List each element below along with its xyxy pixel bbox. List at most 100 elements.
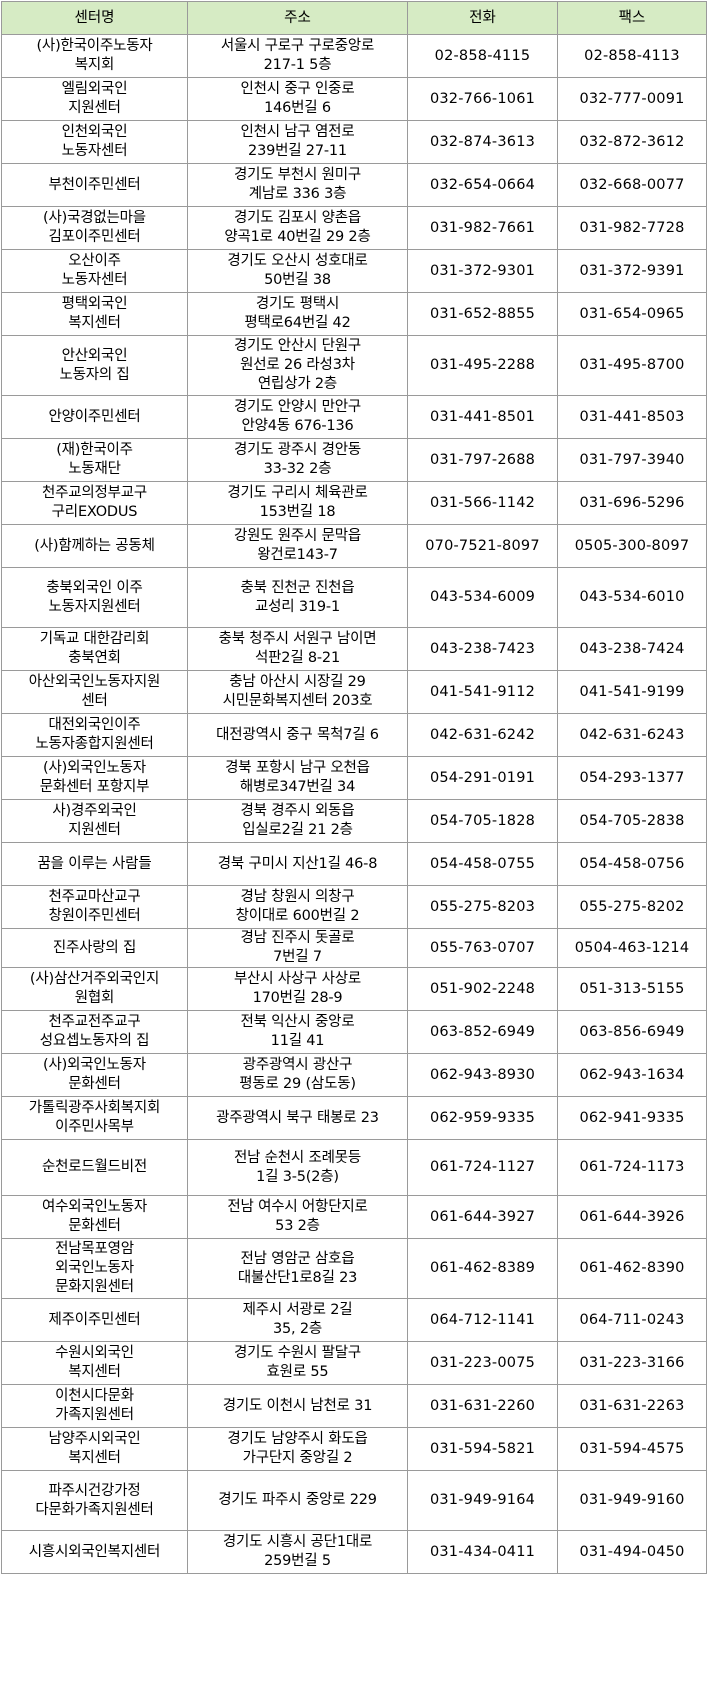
cell-fax: 062-941-9335 (557, 1096, 707, 1140)
cell-center-name: 제주이주민센터 (1, 1298, 188, 1342)
cell-address: 경북 구미시 지산1길 46-8 (187, 842, 408, 886)
cell-address: 경북 포항시 남구 오천읍 해병로347번길 34 (187, 756, 408, 800)
cell-phone: 032-874-3613 (407, 120, 558, 164)
table-row: 제주이주민센터 제주시 서광로 2길 35, 2층 064-712-1141 064-… (1, 1298, 707, 1342)
cell-phone: 032-766-1061 (407, 77, 558, 121)
cell-address: 경남 창원시 의창구 창이대로 600번길 2 (187, 885, 408, 929)
cell-fax: 051-313-5155 (557, 967, 707, 1011)
cell-fax: 031-949-9160 (557, 1470, 707, 1531)
cell-phone: 042-631-6242 (407, 713, 558, 757)
cell-fax: 062-943-1634 (557, 1053, 707, 1097)
table-row: 안양이주민센터 경기도 안양시 만안구 안양4동 676-136 031-441-8… (1, 395, 707, 439)
header-address: 주소 (187, 1, 408, 35)
cell-phone: 055-763-0707 (407, 928, 558, 968)
cell-address: 인천시 남구 염전로 239번길 27-11 (187, 120, 408, 164)
cell-address: 경북 경주시 외동읍 입실로2길 21 2층 (187, 799, 408, 843)
cell-center-name: 이천시다문화 가족지원센터 (1, 1384, 188, 1428)
cell-phone: 043-534-6009 (407, 567, 558, 628)
cell-center-name: 엘림외국인 지원센터 (1, 77, 188, 121)
cell-phone: 031-797-2688 (407, 438, 558, 482)
cell-center-name: 천주교전주교구 성요셉노동자의 집 (1, 1010, 188, 1054)
table-row: 오산이주 노동자센터 경기도 오산시 성호대로 50번길 38 031-372-93… (1, 249, 707, 293)
table-row: 평택외국인 복지센터 경기도 평택시 평택로64번길 42 031-652-8855… (1, 292, 707, 336)
cell-center-name: 대전외국인이주 노동자종합지원센터 (1, 713, 188, 757)
cell-center-name: (사)한국이주노동자 복지회 (1, 34, 188, 78)
table-row: 아산외국인노동자지원 센터 충남 아산시 시장길 29 시민문화복지센터 203호… (1, 670, 707, 714)
cell-fax: 031-494-0450 (557, 1530, 707, 1574)
cell-address: 경기도 오산시 성호대로 50번길 38 (187, 249, 408, 293)
cell-address: 경기도 수원시 팔달구 효원로 55 (187, 1341, 408, 1385)
cell-address: 충북 청주시 서원구 남이면 석판2길 8-21 (187, 627, 408, 671)
cell-center-name: 부천이주민센터 (1, 163, 188, 207)
cell-phone: 051-902-2248 (407, 967, 558, 1011)
cell-address: 부산시 사상구 사상로 170번길 28-9 (187, 967, 408, 1011)
cell-fax: 031-223-3166 (557, 1341, 707, 1385)
table-row: 진주사랑의 집 경남 진주시 돗골로 7번길 7 055-763-0707 0504-… (1, 928, 707, 968)
cell-fax: 031-654-0965 (557, 292, 707, 336)
cell-address: 경기도 구리시 체육관로 153번길 18 (187, 481, 408, 525)
cell-phone: 031-949-9164 (407, 1470, 558, 1531)
header-fax: 팩스 (557, 1, 707, 35)
cell-phone: 062-959-9335 (407, 1096, 558, 1140)
table-row: 순천로드월드비전 전남 순천시 조례못등 1길 3-5(2층) 061-724-11… (1, 1139, 707, 1196)
cell-phone: 055-275-8203 (407, 885, 558, 929)
cell-center-name: 안양이주민센터 (1, 395, 188, 439)
cell-fax: 0504-463-1214 (557, 928, 707, 968)
cell-address: 충북 진천군 진천읍 교성리 319-1 (187, 567, 408, 628)
header-phone: 전화 (407, 1, 558, 35)
table-row: 남양주시외국인 복지센터 경기도 남양주시 화도읍 가구단지 중앙길 2 031-5… (1, 1427, 707, 1471)
cell-fax: 031-372-9391 (557, 249, 707, 293)
cell-fax: 031-441-8503 (557, 395, 707, 439)
cell-center-name: 아산외국인노동자지원 센터 (1, 670, 188, 714)
cell-fax: 043-534-6010 (557, 567, 707, 628)
cell-phone: 043-238-7423 (407, 627, 558, 671)
cell-center-name: 파주시건강가정 다문화가족지원센터 (1, 1470, 188, 1531)
cell-phone: 031-372-9301 (407, 249, 558, 293)
cell-fax: 042-631-6243 (557, 713, 707, 757)
cell-fax: 041-541-9199 (557, 670, 707, 714)
table-body: (사)한국이주노동자 복지회 서울시 구로구 구로중앙로 217-1 5층 02-8… (1, 34, 707, 1574)
cell-address: 경기도 부천시 원미구 계남로 336 3층 (187, 163, 408, 207)
cell-fax: 054-458-0756 (557, 842, 707, 886)
table-row: 이천시다문화 가족지원센터 경기도 이천시 남천로 31 031-631-2260 0… (1, 1384, 707, 1428)
cell-phone: 031-441-8501 (407, 395, 558, 439)
cell-phone: 041-541-9112 (407, 670, 558, 714)
cell-fax: 043-238-7424 (557, 627, 707, 671)
cell-phone: 061-462-8389 (407, 1238, 558, 1299)
cell-center-name: (재)한국이주 노동재단 (1, 438, 188, 482)
table-row: 충북외국인 이주 노동자지원센터 충북 진천군 진천읍 교성리 319-1 043-… (1, 567, 707, 628)
cell-address: 경기도 광주시 경안동 33-32 2층 (187, 438, 408, 482)
cell-center-name: (사)삼산거주외국인지 원협회 (1, 967, 188, 1011)
cell-center-name: 수원시외국인 복지센터 (1, 1341, 188, 1385)
cell-phone: 063-852-6949 (407, 1010, 558, 1054)
cell-center-name: (사)국경없는마을 김포이주민센터 (1, 206, 188, 250)
cell-fax: 063-856-6949 (557, 1010, 707, 1054)
cell-fax: 02-858-4113 (557, 34, 707, 78)
table-row: 엘림외국인 지원센터 인천시 중구 인중로 146번길 6 032-766-1061… (1, 77, 707, 121)
table-row: 부천이주민센터 경기도 부천시 원미구 계남로 336 3층 032-654-066… (1, 163, 707, 207)
header-row: 센터명 주소 전화 팩스 (1, 1, 707, 35)
center-directory-table: 센터명 주소 전화 팩스 (사)한국이주노동자 복지회 서울시 구로구 구로중앙로… (1, 1, 707, 1574)
cell-center-name: 꿈을 이루는 사람들 (1, 842, 188, 886)
table-row: 천주교전주교구 성요셉노동자의 집 전북 익산시 중앙로 11길 41 063-85… (1, 1010, 707, 1054)
cell-center-name: 시흥시외국인복지센터 (1, 1530, 188, 1574)
cell-phone: 054-458-0755 (407, 842, 558, 886)
cell-phone: 061-724-1127 (407, 1139, 558, 1196)
cell-center-name: 오산이주 노동자센터 (1, 249, 188, 293)
table-row: (사)국경없는마을 김포이주민센터 경기도 김포시 양촌읍 양곡1로 40번길 2… (1, 206, 707, 250)
cell-phone: 070-7521-8097 (407, 524, 558, 568)
cell-fax: 061-724-1173 (557, 1139, 707, 1196)
cell-fax: 031-594-4575 (557, 1427, 707, 1471)
table-row: 천주교마산교구 창원이주민센터 경남 창원시 의창구 창이대로 600번길 2 05… (1, 885, 707, 929)
cell-fax: 0505-300-8097 (557, 524, 707, 568)
cell-fax: 031-495-8700 (557, 335, 707, 396)
cell-address: 경기도 시흥시 공단1대로 259번길 5 (187, 1530, 408, 1574)
table-row: 수원시외국인 복지센터 경기도 수원시 팔달구 효원로 55 031-223-007… (1, 1341, 707, 1385)
table-row: (재)한국이주 노동재단 경기도 광주시 경안동 33-32 2층 031-797-… (1, 438, 707, 482)
cell-fax: 031-696-5296 (557, 481, 707, 525)
cell-fax: 054-293-1377 (557, 756, 707, 800)
cell-phone: 054-705-1828 (407, 799, 558, 843)
cell-center-name: (사)외국인노동자 문화센터 포항지부 (1, 756, 188, 800)
cell-fax: 054-705-2838 (557, 799, 707, 843)
cell-phone: 054-291-0191 (407, 756, 558, 800)
